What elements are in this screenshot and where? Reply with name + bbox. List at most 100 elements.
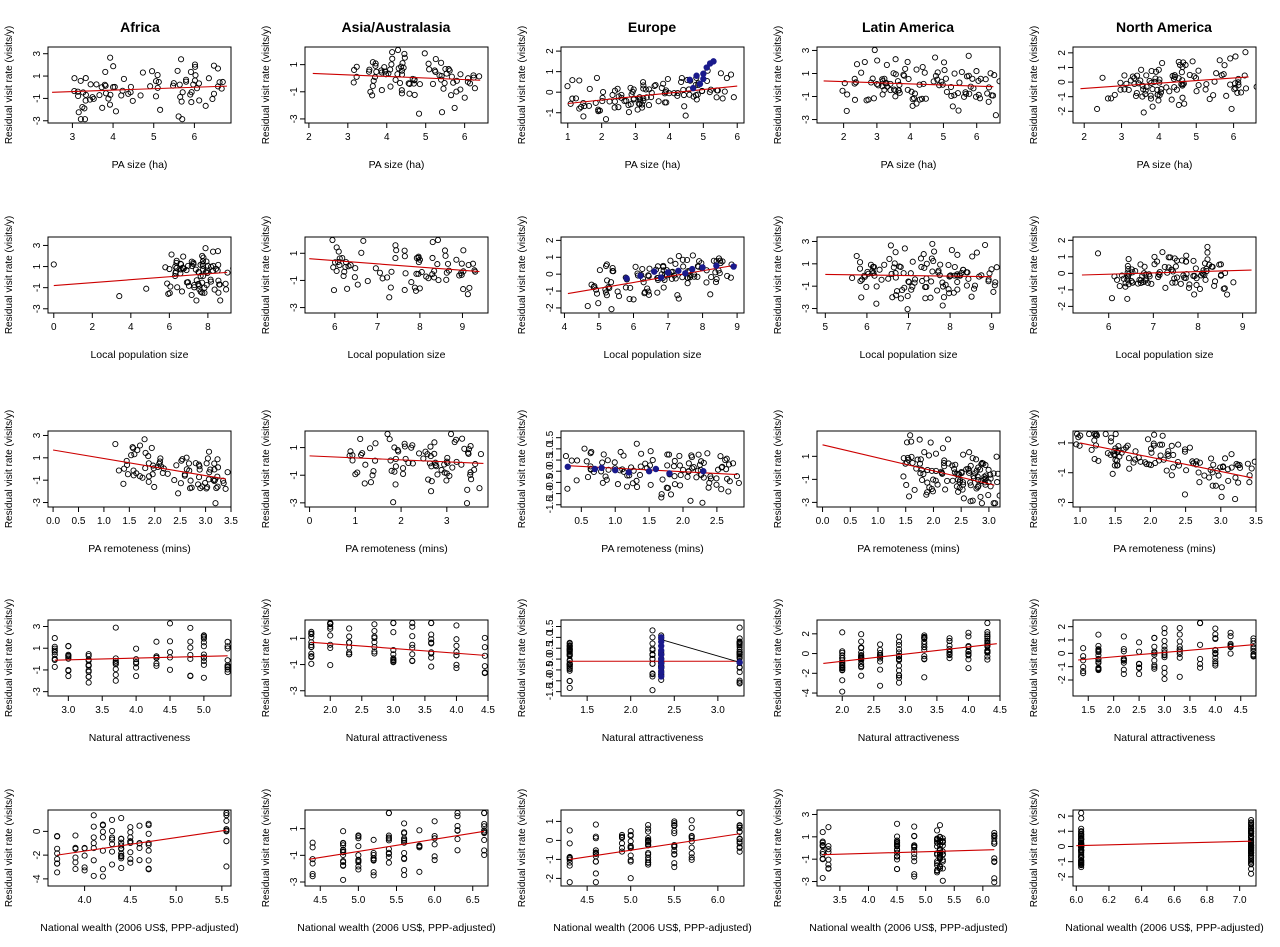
data-point <box>626 295 633 303</box>
data-point <box>207 466 214 473</box>
y-tick-label: -3 <box>289 877 300 886</box>
data-point <box>1236 464 1244 471</box>
data-point <box>364 278 371 285</box>
data-point <box>730 94 737 101</box>
data-point <box>112 671 119 678</box>
data-point <box>1120 645 1127 653</box>
data-point <box>620 452 627 459</box>
data-point <box>1253 83 1256 90</box>
data-point <box>573 477 580 484</box>
data-point <box>481 836 488 844</box>
data-point <box>99 873 106 880</box>
data-point <box>667 257 674 264</box>
data-point <box>736 677 743 684</box>
x-tick-label: 6 <box>864 322 870 333</box>
data-point <box>627 84 634 91</box>
data-point <box>54 845 61 852</box>
highlight-point <box>693 72 700 79</box>
data-point <box>118 815 125 822</box>
data-point <box>409 641 416 648</box>
data-point <box>902 65 909 72</box>
x-axis-label: PA size (ha) <box>625 159 681 171</box>
data-point <box>1250 637 1256 644</box>
data-point <box>984 643 991 650</box>
data-point <box>428 636 435 643</box>
y-tick-label: -2 <box>1057 106 1068 115</box>
data-point <box>118 864 125 872</box>
data-point <box>1142 459 1149 466</box>
y-tick-label: 1 <box>289 635 300 641</box>
data-point <box>864 268 871 276</box>
data-point <box>200 254 207 261</box>
data-point <box>1210 461 1217 468</box>
y-tick-label: 1 <box>1057 254 1068 260</box>
data-point <box>891 260 898 267</box>
data-point <box>443 276 450 283</box>
data-point <box>183 267 190 274</box>
y-tick-label: 1 <box>289 61 300 67</box>
data-point <box>366 445 374 452</box>
data-point <box>444 260 452 267</box>
data-point <box>984 620 991 627</box>
data-point <box>469 260 477 267</box>
data-point <box>919 95 926 102</box>
plot-frame <box>560 809 745 887</box>
data-point <box>371 650 378 657</box>
data-point <box>1130 459 1137 466</box>
data-point <box>1094 250 1102 257</box>
points-group <box>819 820 998 886</box>
data-point <box>1173 86 1180 93</box>
data-point <box>401 286 408 294</box>
data-point <box>107 54 114 61</box>
trend-line <box>309 455 484 465</box>
data-point <box>895 672 903 679</box>
data-point <box>1176 61 1184 68</box>
data-point <box>994 479 1000 486</box>
y-tick-label: 3 <box>32 50 43 56</box>
data-point <box>944 477 951 484</box>
data-point <box>1248 840 1255 847</box>
data-point <box>851 75 858 82</box>
data-point <box>1228 451 1235 458</box>
data-point <box>1168 96 1175 103</box>
data-point <box>401 820 408 827</box>
data-point <box>99 828 106 835</box>
data-point <box>454 813 461 820</box>
data-point <box>222 485 229 492</box>
data-point <box>858 644 865 651</box>
data-point <box>327 625 334 632</box>
data-point <box>592 879 599 886</box>
data-point <box>911 843 918 850</box>
data-point <box>680 263 687 270</box>
y-tick-label: 1 <box>1057 828 1068 834</box>
data-point <box>481 810 488 817</box>
data-point <box>1138 66 1145 73</box>
data-point <box>841 80 848 87</box>
y-tick-label: 0 <box>801 650 812 656</box>
data-point <box>878 276 885 283</box>
data-point <box>1142 90 1149 98</box>
data-point <box>401 835 408 842</box>
data-point <box>595 300 602 307</box>
y-axis-label: Residual visit rate (visits/y) <box>773 26 784 144</box>
y-tick-label: 2 <box>545 48 556 54</box>
data-point <box>684 256 691 264</box>
data-point <box>946 635 953 642</box>
data-point <box>939 877 946 884</box>
data-point <box>633 483 641 490</box>
data-point <box>599 459 606 466</box>
data-point <box>965 642 972 650</box>
data-point <box>192 63 199 70</box>
data-point <box>617 448 624 456</box>
x-tick-label: 9 <box>1240 322 1246 333</box>
data-point <box>378 69 385 76</box>
data-point <box>939 835 946 842</box>
data-point <box>600 88 607 96</box>
x-tick-label: 4.5 <box>580 895 594 906</box>
data-point <box>481 827 488 834</box>
data-point <box>647 448 654 455</box>
data-point <box>1120 666 1127 673</box>
data-point <box>745 468 750 473</box>
